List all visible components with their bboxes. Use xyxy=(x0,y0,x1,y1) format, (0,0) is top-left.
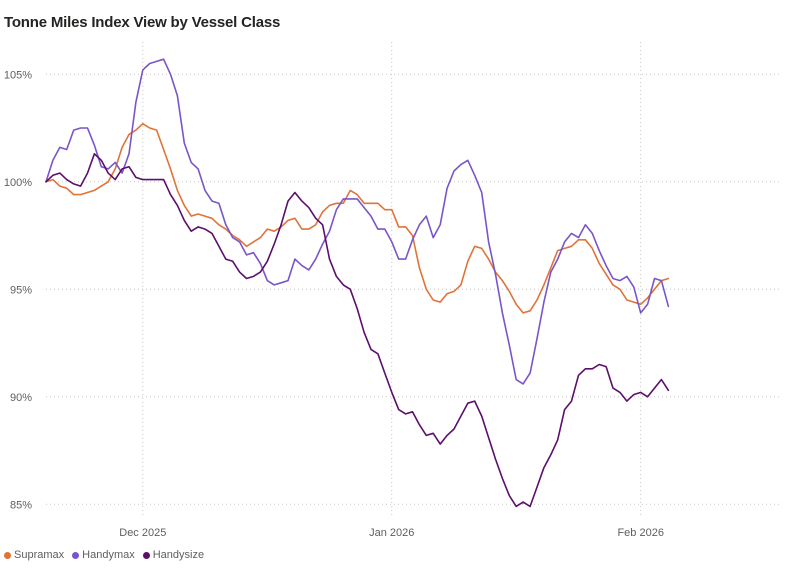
chart-title: Tonne Miles Index View by Vessel Class xyxy=(4,14,281,31)
legend-label-handymax: Handymax xyxy=(82,549,135,561)
series-line-handymax[interactable] xyxy=(45,58,670,385)
x-tick-label: Dec 2025 xyxy=(119,527,166,539)
legend-marker-handymax xyxy=(72,551,80,559)
series-line-supramax[interactable] xyxy=(45,122,670,314)
y-tick-label: 90% xyxy=(10,392,32,404)
y-tick-label: 85% xyxy=(10,499,32,511)
x-axis: Dec 2025 Jan 2026 Feb 2026 xyxy=(119,527,664,539)
series-lines xyxy=(45,58,670,508)
legend-item-supramax[interactable]: Supramax xyxy=(4,549,64,561)
legend-label-handysize: Handysize xyxy=(152,549,205,561)
gridlines xyxy=(46,42,779,515)
legend: Supramax Handymax Handysize xyxy=(4,549,204,561)
legend-item-handymax[interactable]: Handymax xyxy=(72,549,135,561)
legend-marker-handysize xyxy=(142,551,150,559)
legend-label-supramax: Supramax xyxy=(14,549,65,561)
y-axis: 85% 90% 95% 100% 105% xyxy=(4,69,32,511)
y-tick-label: 100% xyxy=(4,177,32,189)
x-tick-label: Feb 2026 xyxy=(617,527,663,539)
series-line-handysize[interactable] xyxy=(45,153,670,508)
y-tick-label: 105% xyxy=(4,69,32,81)
legend-item-handysize[interactable]: Handysize xyxy=(142,549,205,561)
y-tick-label: 95% xyxy=(10,284,32,296)
legend-marker-supramax xyxy=(4,551,11,559)
x-tick-label: Jan 2026 xyxy=(369,527,414,539)
